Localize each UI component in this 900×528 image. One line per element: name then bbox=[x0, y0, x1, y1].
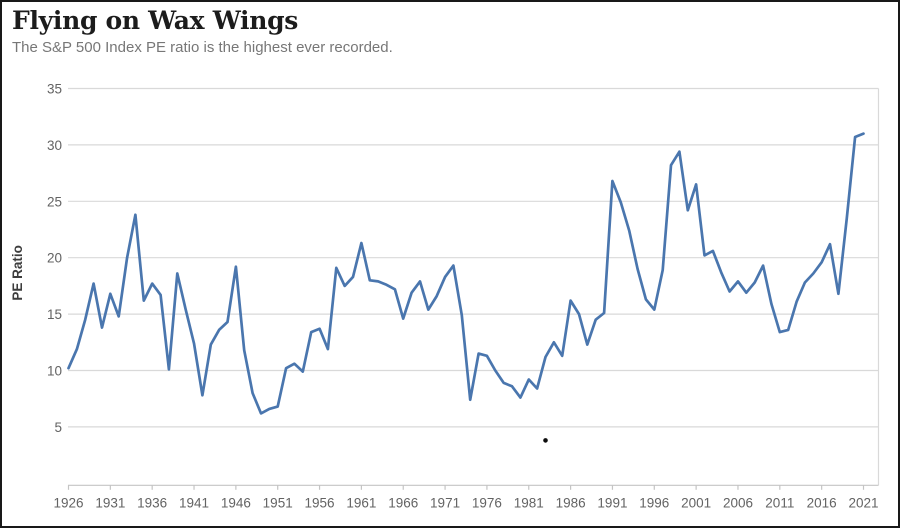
x-tick-label: 1986 bbox=[556, 495, 586, 510]
x-tick-label: 2021 bbox=[848, 495, 878, 510]
chart-subtitle: The S&P 500 Index PE ratio is the highes… bbox=[12, 39, 393, 56]
y-tick-label: 30 bbox=[47, 138, 62, 153]
y-gridlines bbox=[68, 87, 879, 428]
x-tick-label: 1966 bbox=[388, 495, 418, 510]
y-tick-label: 10 bbox=[47, 364, 62, 379]
x-tick-label: 1956 bbox=[305, 495, 335, 510]
x-tick-label: 1971 bbox=[430, 495, 460, 510]
chart-title: Flying on Wax Wings bbox=[12, 6, 299, 35]
x-tick-label: 1996 bbox=[639, 495, 669, 510]
x-tick-label: 1981 bbox=[514, 495, 544, 510]
y-tick-label: 5 bbox=[54, 420, 62, 435]
x-tick-label: 1936 bbox=[137, 495, 167, 510]
stray-dot bbox=[543, 438, 548, 443]
y-axis-title: PE Ratio bbox=[10, 245, 25, 301]
y-tick-label: 15 bbox=[47, 307, 62, 322]
x-tick-label: 1941 bbox=[179, 495, 209, 510]
x-tick-label: 1926 bbox=[53, 495, 83, 510]
x-tick-label: 1951 bbox=[263, 495, 293, 510]
y-tick-label: 35 bbox=[47, 82, 62, 97]
y-tick-label: 25 bbox=[47, 194, 62, 209]
x-tick-label: 1931 bbox=[95, 495, 125, 510]
y-tick-label: 20 bbox=[47, 251, 62, 266]
x-axis-ticks bbox=[67, 485, 865, 490]
x-tick-label: 2006 bbox=[723, 495, 753, 510]
x-tick-label: 1976 bbox=[472, 495, 502, 510]
x-tick-label: 1946 bbox=[221, 495, 251, 510]
pe-ratio-series-line bbox=[67, 132, 865, 415]
x-tick-label: 1961 bbox=[346, 495, 376, 510]
x-tick-label: 1991 bbox=[597, 495, 627, 510]
x-tick-label: 2001 bbox=[681, 495, 711, 510]
y-tick-labels: 5 10 15 20 25 30 35 bbox=[47, 82, 62, 435]
x-tick-labels: 1926 1931 1936 1941 1946 1951 1956 1961 1966 1971… bbox=[53, 495, 878, 510]
x-tick-label: 2011 bbox=[765, 495, 794, 510]
x-tick-label: 2016 bbox=[807, 495, 837, 510]
